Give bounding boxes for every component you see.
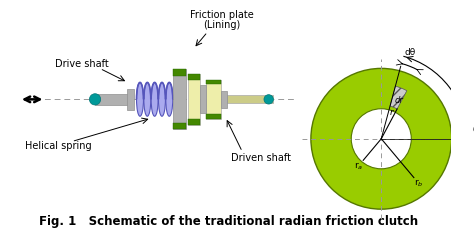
Text: dr: dr <box>394 96 403 105</box>
Bar <box>188 74 200 80</box>
Bar <box>188 119 200 125</box>
Text: r$_a$: r$_a$ <box>354 160 363 172</box>
Text: r$_b$: r$_b$ <box>414 178 423 189</box>
Bar <box>173 69 186 129</box>
Circle shape <box>90 94 100 105</box>
Ellipse shape <box>158 83 165 116</box>
Ellipse shape <box>166 83 173 116</box>
Text: Helical spring: Helical spring <box>25 141 91 151</box>
Text: Fig. 1   Schematic of the traditional radian friction clutch: Fig. 1 Schematic of the traditional radi… <box>39 215 418 228</box>
Text: dθ: dθ <box>405 48 416 57</box>
Bar <box>173 123 186 129</box>
Text: Driven shaft: Driven shaft <box>231 153 291 162</box>
Bar <box>221 91 228 108</box>
Bar <box>228 95 273 103</box>
Bar <box>173 69 186 76</box>
Circle shape <box>264 95 273 104</box>
Bar <box>200 85 206 114</box>
Wedge shape <box>390 86 407 109</box>
Text: θ: θ <box>472 124 474 134</box>
Bar <box>206 80 221 84</box>
Bar <box>206 114 221 119</box>
Circle shape <box>311 68 452 209</box>
Bar <box>127 89 135 110</box>
Text: Friction plate: Friction plate <box>190 10 254 20</box>
Text: r: r <box>390 108 393 117</box>
Bar <box>206 80 221 119</box>
Circle shape <box>351 109 411 169</box>
Bar <box>188 74 200 125</box>
Ellipse shape <box>137 83 144 116</box>
Ellipse shape <box>144 83 151 116</box>
Ellipse shape <box>151 83 158 116</box>
Text: Drive shaft: Drive shaft <box>55 59 109 69</box>
Bar <box>95 94 130 105</box>
Text: (Lining): (Lining) <box>203 20 240 30</box>
